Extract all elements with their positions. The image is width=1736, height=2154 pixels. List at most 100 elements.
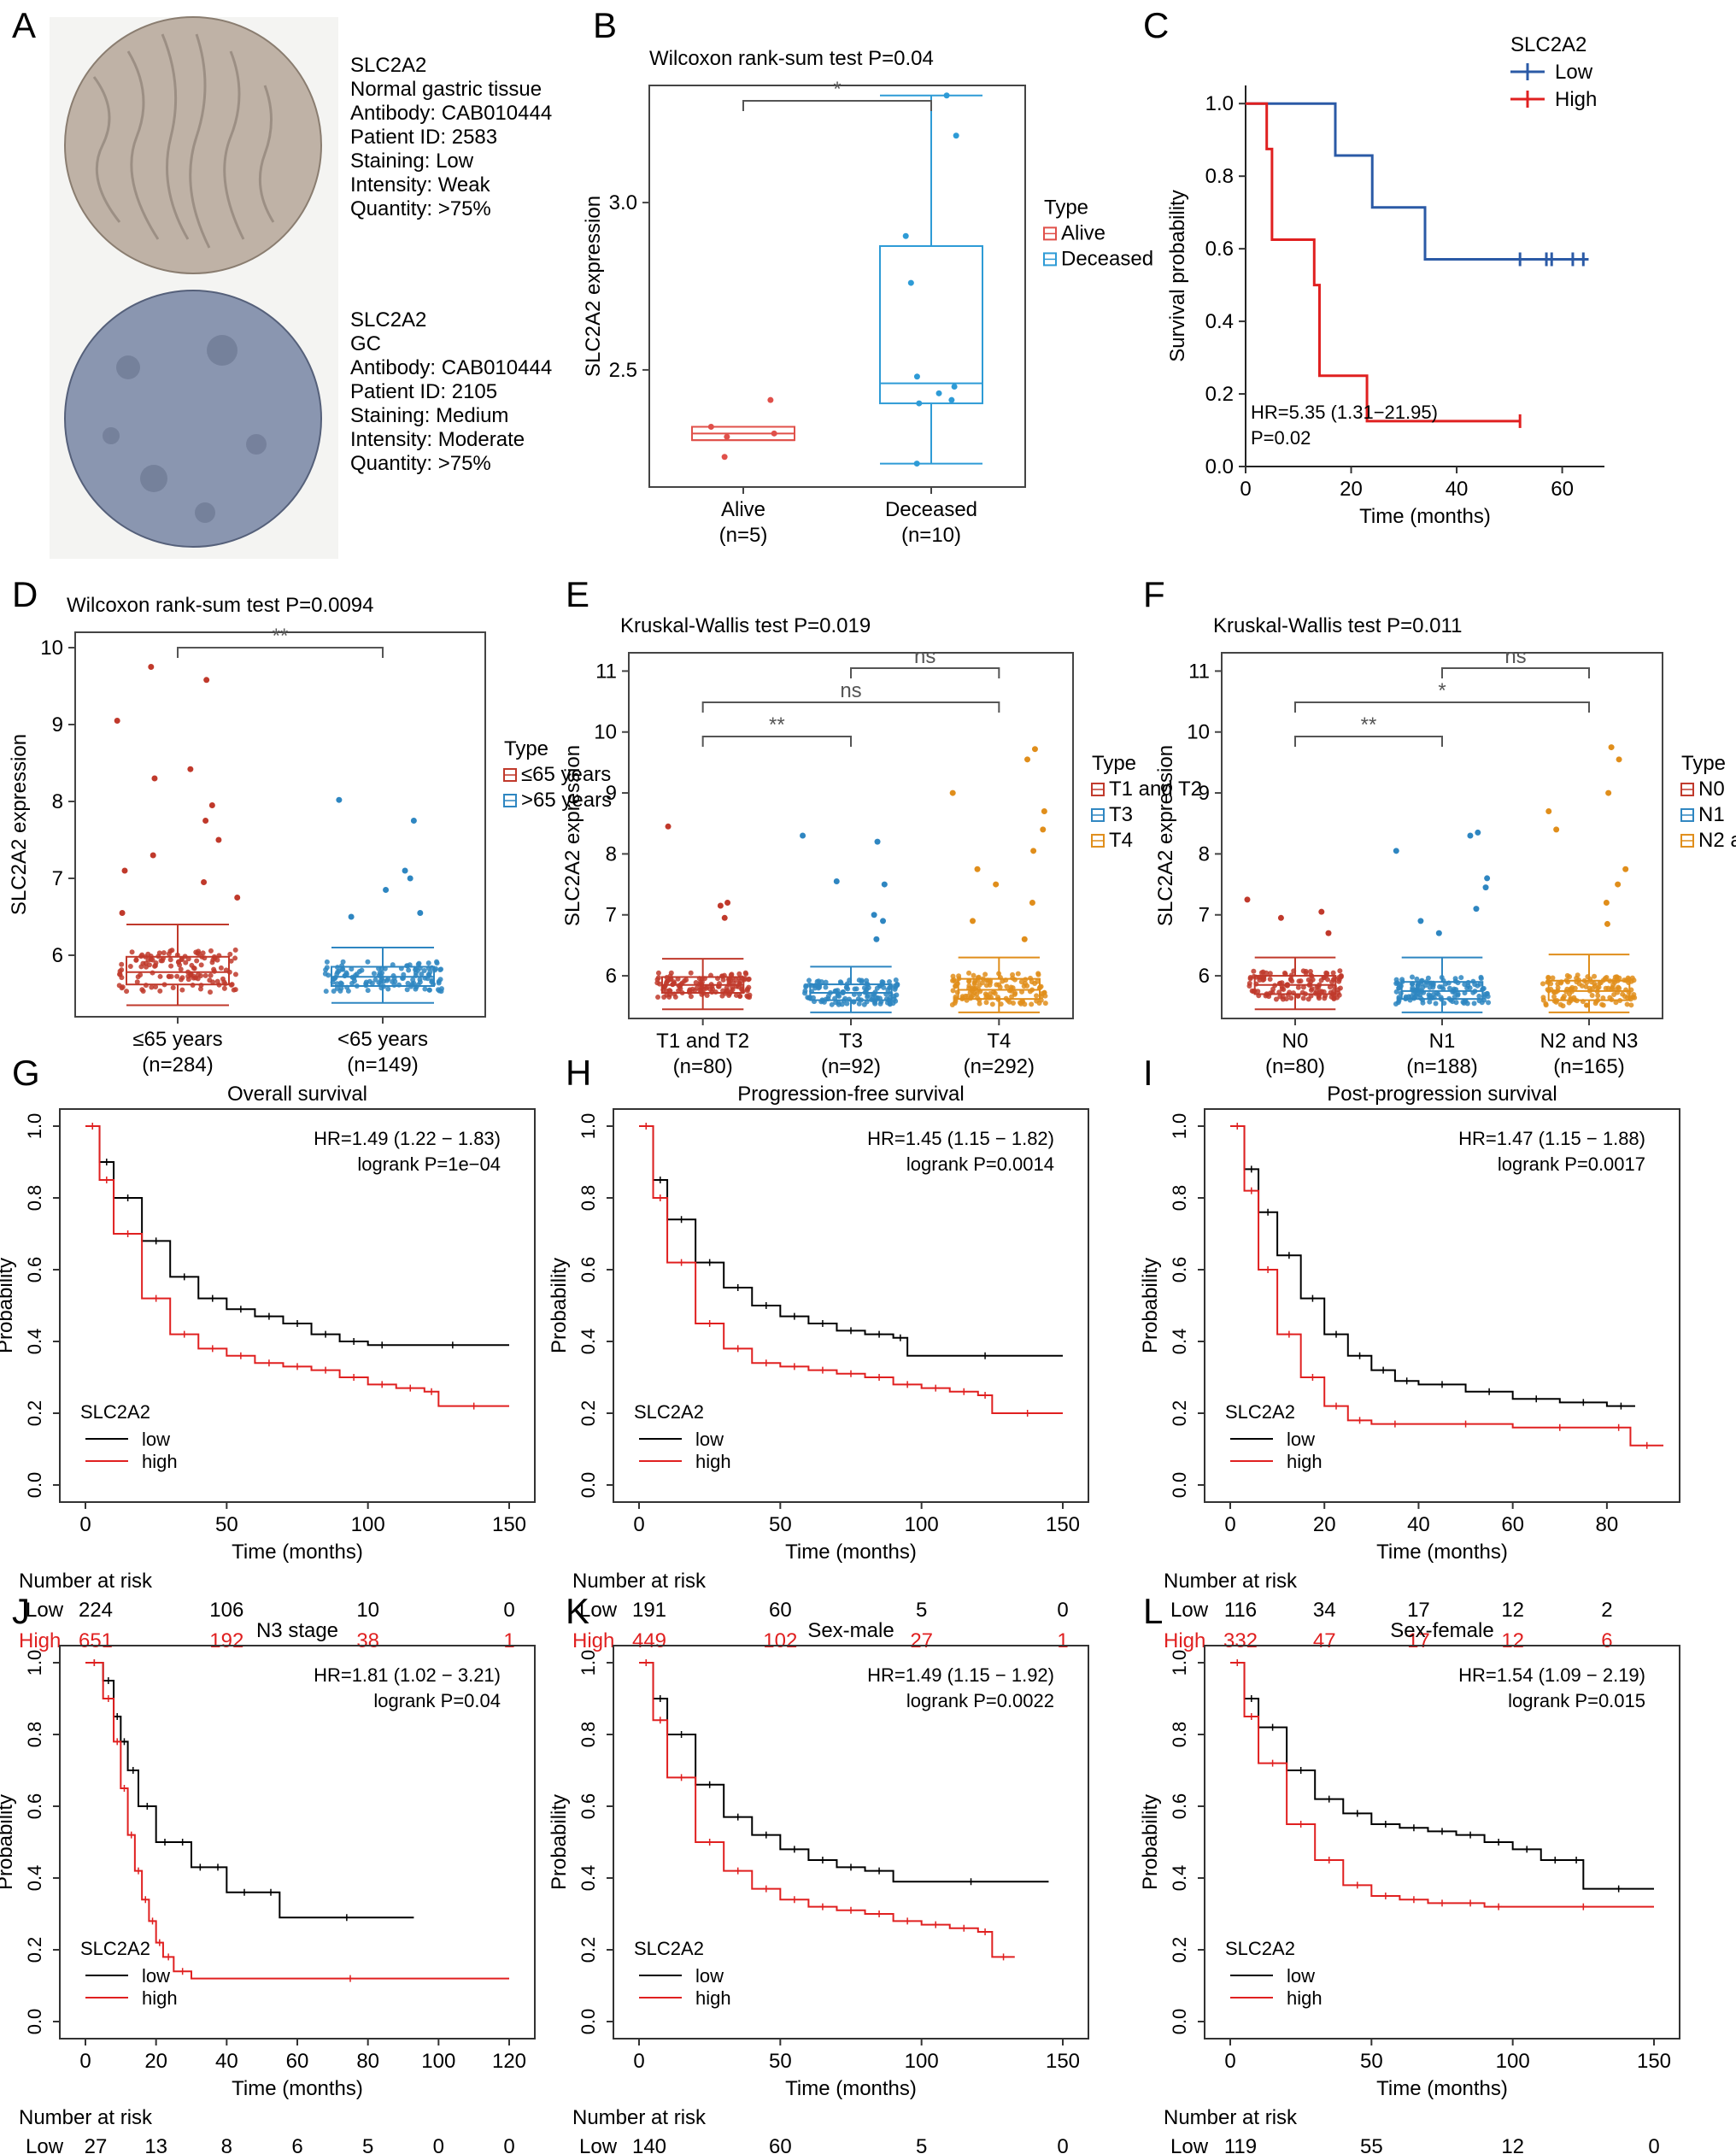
- plot-frame: [613, 1645, 1089, 2040]
- jitter-point: [198, 962, 204, 968]
- survival-curve: [1230, 1662, 1654, 1890]
- y-tick-label: 7: [1199, 904, 1210, 927]
- x-axis-label: Time (months): [785, 2077, 917, 2100]
- jitter-point: [436, 980, 442, 986]
- outlier-point: [1318, 908, 1325, 915]
- y-tick-label: 0.6: [1169, 1257, 1190, 1283]
- y-tick-label: 0.2: [1205, 383, 1234, 406]
- jitter-point: [377, 970, 383, 976]
- jitter-point: [174, 973, 180, 979]
- y-tick-label: 0.6: [578, 1257, 599, 1283]
- chart-title: Sex-female: [1390, 1619, 1493, 1642]
- x-tick-label: 60: [286, 2050, 309, 2073]
- jitter-point: [208, 972, 214, 978]
- jitter-point: [144, 964, 150, 970]
- jitter-point: [1564, 986, 1570, 992]
- jitter-point: [950, 973, 956, 979]
- jitter-point: [709, 983, 715, 989]
- y-tick-label: 8: [606, 842, 617, 866]
- censor-mark: [1285, 1330, 1293, 1338]
- chart-title: Overall survival: [227, 1083, 367, 1106]
- censor-mark: [1381, 1821, 1389, 1828]
- jitter-point: [1607, 978, 1613, 984]
- outlier-point: [151, 775, 158, 782]
- jitter-point: [1024, 983, 1030, 989]
- outlier-point: [970, 918, 976, 924]
- jitter-point: [1461, 1001, 1467, 1007]
- jitter-point: [1398, 990, 1404, 996]
- jitter-point: [953, 994, 959, 1000]
- jitter-point: [891, 996, 897, 1002]
- jitter-point: [1551, 994, 1557, 1000]
- y-tick-label: 0.2: [24, 1937, 45, 1963]
- jitter-point: [729, 971, 735, 977]
- jitter-point: [864, 977, 870, 983]
- jitter-point: [1012, 977, 1018, 983]
- jitter-point: [1280, 996, 1286, 1002]
- plot-frame: [1204, 1108, 1680, 1503]
- censor-mark: [847, 1327, 854, 1335]
- censor-mark: [818, 1320, 826, 1327]
- panel-letter-l: L: [1143, 1591, 1163, 1631]
- legend-label: N2 and N3: [1698, 829, 1736, 852]
- jitter-point: [1338, 973, 1344, 979]
- x-tick-label: (n=5): [719, 524, 768, 547]
- jitter-point: [1291, 968, 1297, 974]
- jitter-point: [1011, 1000, 1017, 1006]
- censor-mark: [790, 1312, 798, 1320]
- series-high: [639, 1123, 1063, 1417]
- data-point: [913, 373, 920, 380]
- jitter-point: [143, 983, 149, 989]
- risk-low-value: 119: [1224, 2135, 1257, 2154]
- y-tick-label: 6: [606, 965, 617, 988]
- jitter-point: [337, 980, 343, 986]
- outlier-point: [1024, 756, 1031, 763]
- censor-mark: [1381, 1893, 1389, 1899]
- jitter-point: [1267, 971, 1273, 977]
- data-point: [724, 433, 730, 440]
- jitter-point: [832, 988, 838, 994]
- censor-mark: [1247, 1187, 1255, 1194]
- jitter-point: [1412, 989, 1418, 995]
- jitter-point: [1273, 996, 1279, 1002]
- censor-mark: [322, 1366, 330, 1374]
- jitter-point: [1540, 981, 1545, 987]
- legend-label: T1 and T2: [1109, 778, 1202, 801]
- risk-low-value: 0: [1648, 2135, 1659, 2154]
- jitter-point: [1561, 994, 1567, 1000]
- y-tick-label: 0.0: [24, 2009, 45, 2035]
- data-point: [902, 232, 909, 239]
- tumor-caption-line: Intensity: Moderate: [350, 428, 525, 451]
- outlier-point: [871, 912, 877, 919]
- jitter-point: [862, 989, 868, 995]
- jitter-point: [688, 970, 694, 976]
- jitter-point: [1452, 986, 1457, 992]
- jitter-point: [1420, 1000, 1426, 1006]
- panel-letter-b: B: [593, 5, 617, 45]
- x-tick-label: 80: [356, 2050, 379, 2073]
- risk-high-value: 47: [1313, 1629, 1336, 1652]
- x-tick-label: 50: [769, 2050, 792, 2073]
- jitter-point: [157, 988, 163, 994]
- jitter-point: [1295, 984, 1301, 990]
- chart-title: Wilcoxon rank-sum test P=0.04: [649, 47, 934, 70]
- legend-title: SLC2A2: [1225, 1938, 1295, 1959]
- jitter-point: [1545, 975, 1551, 981]
- jitter-point: [161, 950, 167, 956]
- bracket-line: [850, 667, 1000, 678]
- censor-mark: [114, 1713, 121, 1720]
- number-at-risk-title: Number at risk: [19, 2106, 153, 2129]
- jitter-point: [1543, 1002, 1549, 1008]
- censor-mark: [470, 1402, 478, 1410]
- censor-mark: [208, 1294, 216, 1302]
- normal-caption-line: Intensity: Weak: [350, 173, 491, 197]
- jitter-point: [169, 948, 175, 954]
- censor-mark: [790, 1896, 798, 1904]
- risk-high-value: 17: [1407, 1629, 1430, 1652]
- legend-label: T4: [1109, 829, 1133, 852]
- censor-mark: [847, 1906, 854, 1914]
- censor-mark: [1523, 1846, 1531, 1853]
- censor-mark: [179, 1839, 186, 1846]
- y-tick-label: 0.2: [1169, 1937, 1190, 1963]
- jitter-point: [369, 980, 375, 986]
